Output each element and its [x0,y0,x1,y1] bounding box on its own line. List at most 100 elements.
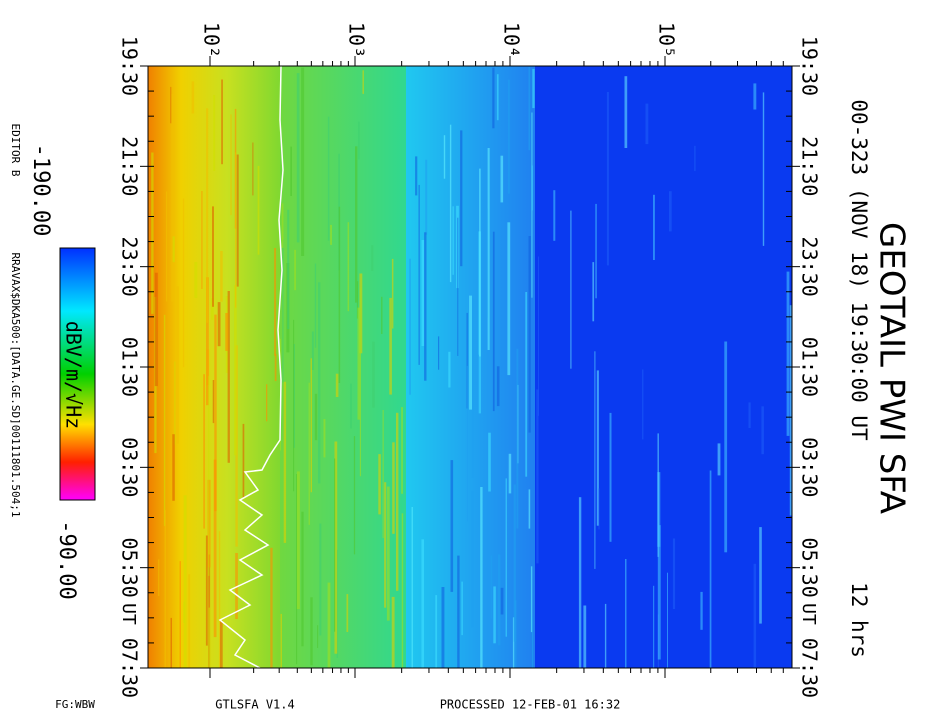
texture [214,314,217,512]
texture [669,191,672,232]
texture [415,156,418,196]
texture [443,135,446,179]
texture [287,209,290,330]
colorbar-unit: dBV/m/√Hz [62,321,86,429]
texture [672,538,676,609]
texture [657,525,661,660]
texture [301,67,305,256]
colorbar [59,247,96,501]
texture [624,76,628,148]
texture [164,510,166,668]
texture [761,406,764,455]
texture [596,370,599,526]
texture [452,206,454,275]
texture [425,159,428,235]
texture [350,383,352,429]
texture [471,297,475,478]
texture [281,203,284,248]
texture [294,249,296,291]
time-label: 07:30 [798,638,822,698]
texture [280,613,282,668]
texture [211,298,214,320]
texture [296,474,298,665]
time-label: 19:30 [118,36,142,96]
texture [492,231,495,412]
texture [514,600,517,668]
texture [334,441,338,654]
texture [308,382,310,525]
texture [172,434,175,501]
texture [389,297,392,395]
texture [212,380,215,424]
texture [578,497,582,668]
texture [208,375,210,576]
texture [421,240,425,346]
texture [592,262,595,322]
texture [424,232,427,381]
texture [362,70,364,94]
texture [604,603,607,668]
texture [359,288,361,477]
footer-left: FG:WBW [55,698,95,711]
texture [290,146,292,196]
texture [206,108,209,323]
texture [538,256,539,416]
texture [466,365,468,522]
texture [357,307,361,420]
band-blue [535,66,792,668]
texture [170,86,172,124]
texture [311,331,314,370]
texture [384,482,387,608]
texture [182,198,185,368]
file-path: RRAVAX$DKA500:[DATA.GE.SD]00111801.504;1 [9,253,22,518]
texture [717,443,721,476]
texture [235,152,237,308]
texture [336,549,338,658]
texture [498,554,501,646]
texture [386,486,390,621]
texture [667,572,668,668]
texture [709,470,712,668]
texture [525,292,528,477]
texture [532,616,534,668]
texture [460,130,463,267]
texture [163,314,166,526]
texture [645,103,649,145]
texture [314,393,318,441]
texture [355,146,358,303]
colorbar-min: -190.00 [28,144,53,237]
texture [176,286,179,444]
time-label: 01:30 [798,337,822,397]
texture [174,361,176,445]
texture [457,555,460,668]
texture [516,348,519,529]
texture [477,354,480,528]
time-label: 07:30 [118,638,142,698]
texture [642,369,644,440]
texture [151,152,154,314]
editor: EDITOR B [9,124,22,177]
texture [358,121,360,160]
texture [170,617,172,668]
texture [346,594,349,632]
spectrogram [148,66,792,668]
texture [372,341,375,408]
texture [282,239,284,383]
texture [448,351,451,388]
texture [188,574,191,668]
frequency-label: 10³ [345,22,369,58]
texture [606,92,609,266]
texture [441,587,445,668]
texture [700,591,703,630]
texture [531,165,533,211]
time-label: 23:30 [798,237,822,297]
time-label: 05:30 [798,538,822,598]
texture [748,402,751,428]
texture [753,563,757,668]
texture [225,313,229,351]
time-label: 03:30 [118,437,142,497]
time-unit: UT [798,603,819,625]
texture [296,73,300,243]
subtitle: 00-323 (NOV 18) 19:30:00 UT [847,99,871,441]
texture [217,302,221,347]
